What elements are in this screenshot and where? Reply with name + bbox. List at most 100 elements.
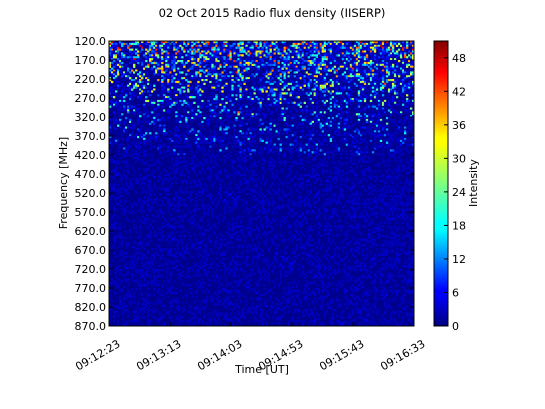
heatmap-cell xyxy=(131,41,134,44)
heatmap-cell xyxy=(115,168,118,171)
heatmap-cell xyxy=(231,101,234,104)
heatmap-cell xyxy=(233,172,236,175)
heatmap-cell xyxy=(373,179,377,182)
heatmap-cell xyxy=(173,136,176,139)
heatmap-cell xyxy=(367,105,371,108)
heatmap-cell xyxy=(147,115,150,118)
heatmap-cell xyxy=(237,79,240,82)
heatmap-cell xyxy=(361,139,365,142)
heatmap-cell xyxy=(261,156,264,160)
heatmap-cell xyxy=(313,42,316,46)
heatmap-cell xyxy=(113,122,116,125)
heatmap-cell xyxy=(129,183,132,186)
heatmap-cell xyxy=(111,185,114,188)
heatmap-cell xyxy=(201,75,204,78)
heatmap-cell xyxy=(217,48,220,51)
heatmap-cell xyxy=(411,65,415,68)
heatmap-cell xyxy=(383,61,387,65)
heatmap-cell xyxy=(361,56,365,59)
heatmap-cell xyxy=(235,65,238,68)
heatmap-cell xyxy=(395,128,399,131)
heatmap-cell xyxy=(195,67,198,70)
heatmap-cell xyxy=(161,82,164,85)
heatmap-cell xyxy=(249,156,252,160)
heatmap-cell xyxy=(393,73,397,76)
heatmap-cell xyxy=(303,46,306,49)
heatmap-cell xyxy=(151,41,154,44)
heatmap-cell xyxy=(127,139,130,142)
heatmap-cell xyxy=(313,82,316,85)
heatmap-cell xyxy=(131,183,134,186)
heatmap-cell xyxy=(361,50,365,53)
heatmap-cell xyxy=(237,84,240,87)
heatmap-cell xyxy=(367,69,371,72)
heatmap-cell xyxy=(255,52,258,55)
heatmap-cell xyxy=(297,56,300,59)
heatmap-cell xyxy=(209,109,212,112)
heatmap-cell xyxy=(113,137,116,141)
heatmap-cell xyxy=(183,99,186,103)
heatmap-cell xyxy=(339,103,343,106)
heatmap-cell xyxy=(349,134,353,137)
heatmap-cell xyxy=(205,41,208,44)
heatmap-cell xyxy=(149,153,152,156)
heatmap-cell xyxy=(215,137,218,141)
heatmap-cell xyxy=(411,56,415,59)
heatmap-cell xyxy=(243,143,246,146)
heatmap-cell xyxy=(141,88,144,91)
heatmap-cell xyxy=(313,58,316,61)
heatmap-cell xyxy=(407,50,411,53)
heatmap-cell xyxy=(279,107,282,110)
heatmap-cell xyxy=(371,118,375,122)
heatmap-cell xyxy=(197,58,200,61)
heatmap-cell xyxy=(161,56,164,59)
heatmap-cell xyxy=(253,41,256,44)
heatmap-cell xyxy=(267,139,270,142)
heatmap-cell xyxy=(163,181,166,184)
heatmap-cell xyxy=(329,96,333,99)
heatmap-cell xyxy=(295,147,298,150)
heatmap-cell xyxy=(111,88,114,91)
heatmap-cell xyxy=(151,111,154,114)
heatmap-cell xyxy=(191,63,194,66)
heatmap-cell xyxy=(293,183,296,186)
heatmap-cell xyxy=(343,128,347,131)
heatmap-cell xyxy=(141,90,144,93)
heatmap-cell xyxy=(285,60,288,63)
heatmap-cell xyxy=(153,84,156,87)
heatmap-cell xyxy=(383,124,387,127)
heatmap-cell xyxy=(403,137,407,141)
heatmap-cell xyxy=(189,42,192,46)
heatmap-cell xyxy=(161,183,164,186)
heatmap-cell xyxy=(353,48,357,51)
heatmap-cell xyxy=(171,52,174,55)
heatmap-cell xyxy=(309,174,312,177)
heatmap-cell xyxy=(353,98,357,101)
heatmap-cell xyxy=(273,60,276,63)
heatmap-cell xyxy=(125,65,128,68)
heatmap-cell xyxy=(257,54,260,57)
heatmap-cell xyxy=(217,88,220,91)
heatmap-cell xyxy=(119,48,122,51)
heatmap-cell xyxy=(141,54,144,57)
heatmap-cell xyxy=(197,54,200,57)
heatmap-cell xyxy=(381,86,385,89)
heatmap-cell xyxy=(385,71,389,74)
heatmap-cell xyxy=(143,103,146,106)
heatmap-cell xyxy=(359,179,363,182)
heatmap-cell xyxy=(253,151,256,154)
heatmap-cell xyxy=(303,101,306,104)
heatmap-cell xyxy=(323,111,327,114)
heatmap-cell xyxy=(241,77,244,80)
heatmap-cell xyxy=(209,168,212,171)
heatmap-cell xyxy=(251,77,254,80)
heatmap-cell xyxy=(277,153,280,156)
heatmap-cell xyxy=(209,118,212,122)
heatmap-cell xyxy=(199,134,202,137)
heatmap-cell xyxy=(151,103,154,106)
heatmap-cell xyxy=(243,88,246,91)
heatmap-cell xyxy=(125,84,128,87)
heatmap-cell xyxy=(273,92,276,95)
heatmap-cell xyxy=(183,101,186,104)
heatmap-cell xyxy=(329,42,333,46)
